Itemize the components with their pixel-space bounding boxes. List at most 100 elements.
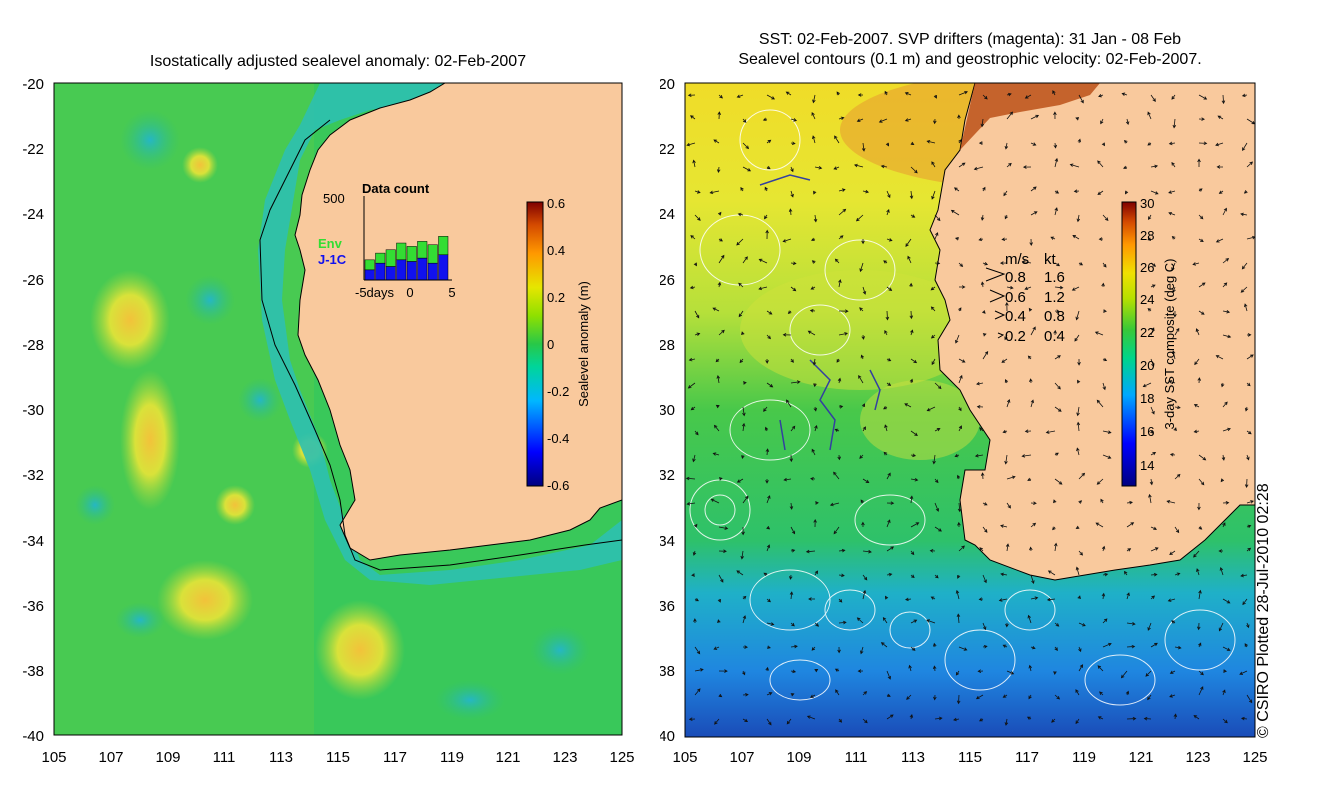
velocity-arrow <box>1195 328 1200 336</box>
velocity-arrow <box>1100 498 1104 504</box>
velocity-arrow <box>856 617 864 624</box>
velocity-arrow <box>886 209 890 216</box>
velocity-arrow <box>790 166 794 173</box>
velocity-arrow <box>978 237 984 242</box>
velocity-arrow <box>1054 406 1062 412</box>
velocity-arrow <box>1172 118 1177 129</box>
velocity-arrow <box>785 91 792 96</box>
velocity-arrow <box>1150 358 1155 368</box>
velocity-arrow <box>1222 258 1230 264</box>
velocity-arrow <box>836 358 840 363</box>
velocity-arrow <box>790 693 795 697</box>
velocity-arrow <box>814 668 819 673</box>
velocity-arrow <box>1242 142 1248 152</box>
velocity-arrow <box>955 589 960 600</box>
velocity-arrow <box>1054 285 1064 290</box>
velocity-arrow <box>1198 141 1208 146</box>
velocity-arrow <box>1123 165 1128 170</box>
velocity-arrow <box>934 478 939 484</box>
velocity-arrow <box>1150 327 1155 336</box>
velocity-arrow <box>835 689 840 696</box>
velocity-arrow <box>1171 161 1176 168</box>
velocity-arrow <box>1029 238 1033 246</box>
velocity-arrow <box>930 334 936 339</box>
velocity-arrow <box>1198 478 1205 486</box>
velocity-arrow <box>934 232 939 240</box>
velocity-arrow <box>766 165 771 170</box>
svg-text:-24: -24 <box>660 206 675 223</box>
velocity-arrow <box>975 694 984 700</box>
velocity-arrow <box>1054 262 1061 267</box>
velocity-arrow <box>1077 379 1081 384</box>
velocity-arrow <box>910 166 918 174</box>
velocity-arrow <box>1123 570 1128 576</box>
velocity-arrow <box>886 472 891 480</box>
velocity-arrow <box>1004 334 1008 341</box>
velocity-arrow <box>838 208 847 216</box>
velocity-arrow <box>910 574 915 578</box>
velocity-arrow <box>886 693 891 698</box>
velocity-arrow <box>838 718 843 723</box>
velocity-arrow <box>1222 334 1232 339</box>
velocity-arrow <box>956 694 961 705</box>
svg-text:-40: -40 <box>660 728 675 745</box>
svg-text:20: 20 <box>1140 358 1154 373</box>
velocity-arrow <box>1028 664 1033 672</box>
velocity-arrow <box>1075 525 1080 529</box>
velocity-arrow <box>860 646 864 655</box>
velocity-arrow <box>1126 548 1132 552</box>
velocity-arrow <box>1096 399 1104 408</box>
velocity-arrow <box>878 118 888 123</box>
velocity-arrow <box>742 595 747 600</box>
velocity-arrow <box>931 358 936 366</box>
velocity-arrow <box>1101 142 1105 147</box>
velocity-arrow <box>931 161 936 168</box>
velocity-arrow <box>1030 522 1037 528</box>
velocity-arrow <box>1029 378 1033 384</box>
velocity-arrow <box>692 454 696 463</box>
velocity-arrow <box>1246 333 1252 337</box>
velocity-arrow <box>932 665 937 672</box>
velocity-arrow <box>1075 689 1080 696</box>
svg-text:125: 125 <box>609 749 634 766</box>
velocity-arrow <box>688 357 696 362</box>
velocity-arrow <box>910 141 915 145</box>
velocity-arrow <box>910 619 918 624</box>
velocity-arrow <box>1054 382 1061 390</box>
velocity-arrow <box>838 573 845 578</box>
velocity-arrow <box>693 618 697 624</box>
velocity-arrow <box>859 307 864 312</box>
velocity-arrow <box>1222 282 1228 288</box>
velocity-arrow <box>1096 478 1104 485</box>
velocity-arrow <box>954 237 960 241</box>
velocity-arrow <box>737 212 744 217</box>
svg-text:115: 115 <box>326 749 350 766</box>
velocity-arrow <box>1102 309 1107 313</box>
velocity-arrow <box>1217 115 1224 120</box>
velocity-arrow <box>886 382 892 386</box>
velocity-arrow <box>694 190 701 194</box>
svg-text:m/s: m/s <box>1005 251 1029 268</box>
velocity-arrow <box>934 382 942 390</box>
velocity-arrow <box>838 309 849 313</box>
velocity-arrow <box>1054 157 1059 168</box>
velocity-arrow <box>787 310 792 314</box>
velocity-arrow <box>1046 597 1056 602</box>
velocity-arrow <box>1220 478 1225 483</box>
velocity-arrow <box>1193 404 1200 408</box>
velocity-arrow <box>805 549 816 554</box>
velocity-arrow <box>687 382 696 389</box>
velocity-arrow <box>862 189 870 194</box>
velocity-arrow <box>1242 598 1248 606</box>
velocity-arrow <box>979 718 984 722</box>
velocity-arrow <box>1174 473 1181 480</box>
velocity-arrow <box>958 358 966 363</box>
velocity-arrow <box>814 424 818 432</box>
velocity-arrow <box>1168 141 1176 146</box>
velocity-arrow <box>766 382 774 388</box>
velocity-arrow <box>1097 716 1104 720</box>
velocity-arrow <box>1078 472 1086 480</box>
velocity-arrow <box>1002 429 1008 434</box>
velocity-arrow <box>1198 686 1204 696</box>
velocity-arrow <box>1244 406 1249 412</box>
